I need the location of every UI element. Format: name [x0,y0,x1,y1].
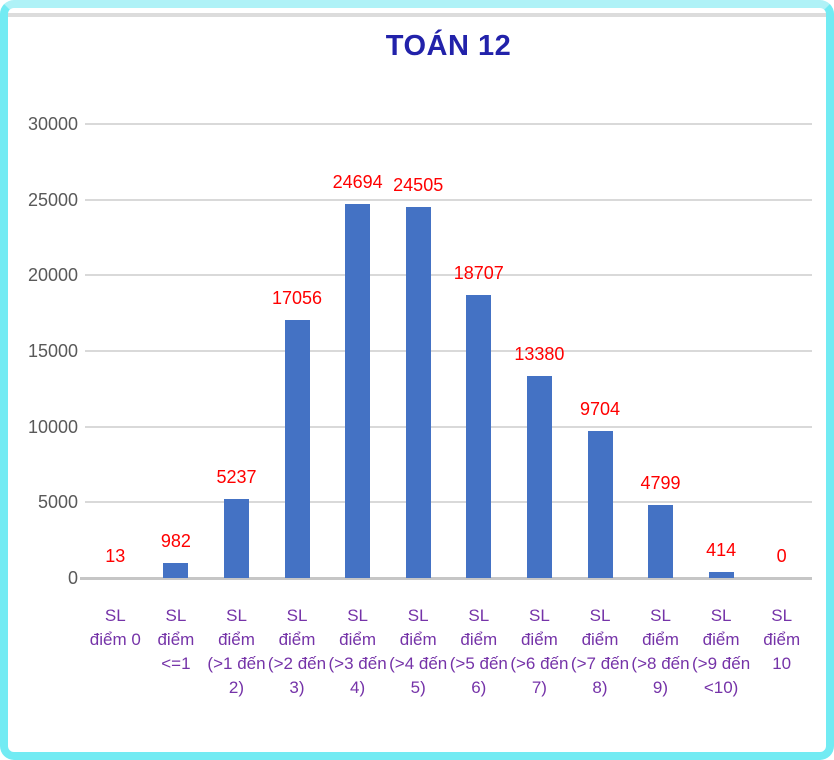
y-axis-tick-label: 0 [67,568,78,588]
bar-value-label: 18707 [453,262,504,283]
bar-value-label: 4799 [640,473,681,494]
x-axis-label: SL điểm (>4 đến 5) [389,606,448,697]
bar-value-label: 13380 [514,343,565,364]
chart-title: TOÁN 12 [385,30,512,62]
x-axis-label: SL điểm (>1 đến 2) [207,606,266,697]
bar [708,571,734,578]
x-axis-label: SL điểm (>9 đến <10) [692,606,751,697]
x-axis-line [80,577,812,580]
x-axis-label: SL điểm (>2 đến 3) [267,606,327,697]
bar [587,431,613,578]
bar [526,375,552,578]
bar-value-label: 17056 [271,287,323,308]
gridline [85,501,812,504]
gridline [85,425,812,428]
y-axis-tick-label: 10000 [27,416,78,437]
bar [163,563,189,578]
x-axis-label: SL điểm (>5 đến 6) [449,606,508,697]
gridline [85,123,812,125]
x-axis-label: SL điểm <=1 [157,606,195,673]
gridline [85,350,812,352]
bar-value-label: 13 [105,545,126,566]
bar-value-label: 5237 [216,466,257,487]
bar-value-label: 414 [706,539,737,560]
y-axis-tick-label: 20000 [27,265,78,286]
y-axis-tick-label: 30000 [27,114,78,134]
gridline [85,198,812,201]
top-divider [8,13,826,17]
x-axis-label: SL điểm (>8 đến 9) [631,606,690,697]
bar-value-label: 0 [776,546,787,566]
x-axis-label: SL điểm 10 [763,606,801,673]
bar [648,505,673,578]
bar [284,319,310,578]
y-axis-tick-label: 15000 [27,341,78,361]
bar [224,498,249,578]
bar [405,207,431,578]
bar-value-label: 24505 [393,175,444,196]
y-axis-tick-label: 25000 [27,189,78,210]
x-axis-label: SL điểm (>3 đến 4) [328,606,387,697]
x-axis-label: SL điểm (>6 đến 7) [510,606,569,697]
x-axis-label: SL điểm 0 [89,606,141,649]
bar [345,204,371,578]
gridline [85,274,812,277]
bar-value-label: 9704 [579,399,621,420]
bar-value-label: 24694 [332,172,383,193]
bar-value-label: 982 [160,531,191,552]
y-axis-tick-label: 5000 [37,492,78,513]
x-axis-label: SL điểm (>7 đến 8) [570,606,630,697]
bar [466,294,492,578]
